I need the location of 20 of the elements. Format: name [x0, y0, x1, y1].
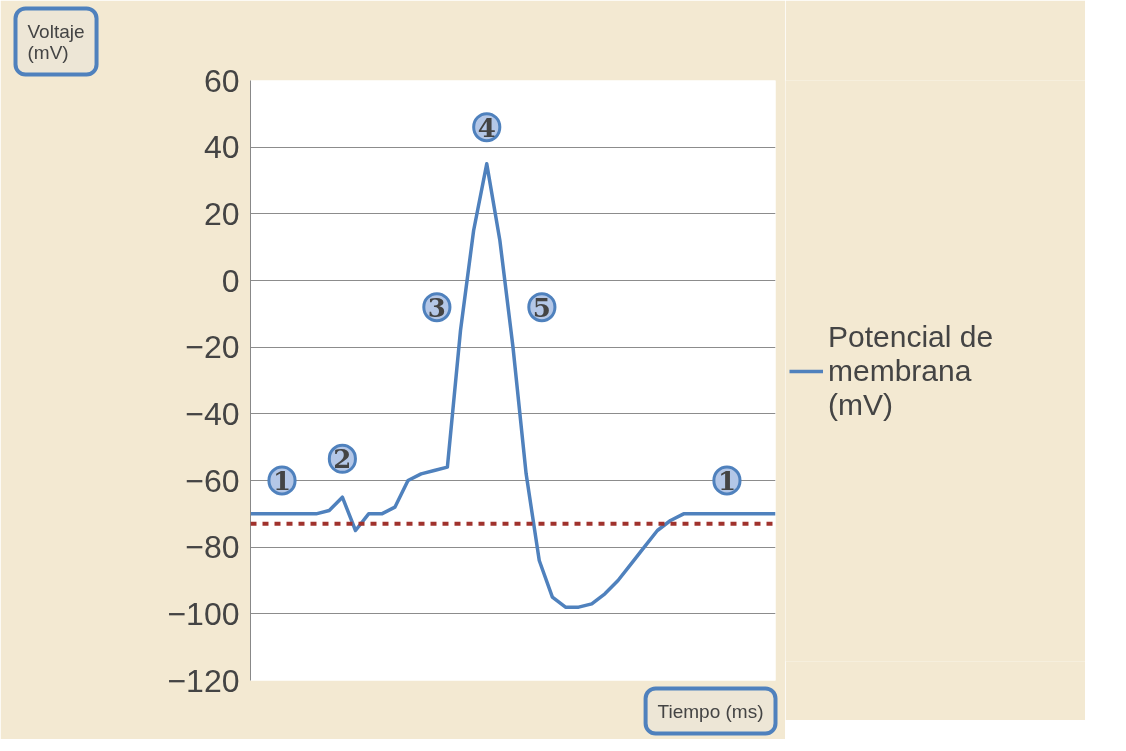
- y-tick-label: 20: [203, 195, 240, 232]
- y-tick-label: −60: [185, 462, 240, 499]
- annotation: 1: [717, 466, 736, 496]
- annotation: 3: [427, 292, 446, 323]
- annotation: 5: [532, 292, 551, 323]
- y-tick-label: −40: [185, 395, 240, 432]
- y-tick-label: 0: [221, 262, 240, 299]
- legend-label: Potencial de membrana (mV): [828, 319, 994, 422]
- y-tick-label: −100: [167, 595, 240, 632]
- line-series: [250, 162, 776, 609]
- annotation: 2: [333, 444, 352, 475]
- y-tick-label: −20: [185, 329, 240, 366]
- y-tick-label: 60: [203, 62, 240, 99]
- annotation: 1: [272, 466, 292, 496]
- annotation: 4: [477, 112, 496, 143]
- y-tick-label: −80: [185, 529, 240, 566]
- y-tick-label: 40: [203, 129, 240, 166]
- y-axis-title: Voltaje (mV): [27, 20, 85, 63]
- x-axis-title: Tiempo (ms): [657, 700, 764, 722]
- y-tick-label: −120: [167, 662, 240, 699]
